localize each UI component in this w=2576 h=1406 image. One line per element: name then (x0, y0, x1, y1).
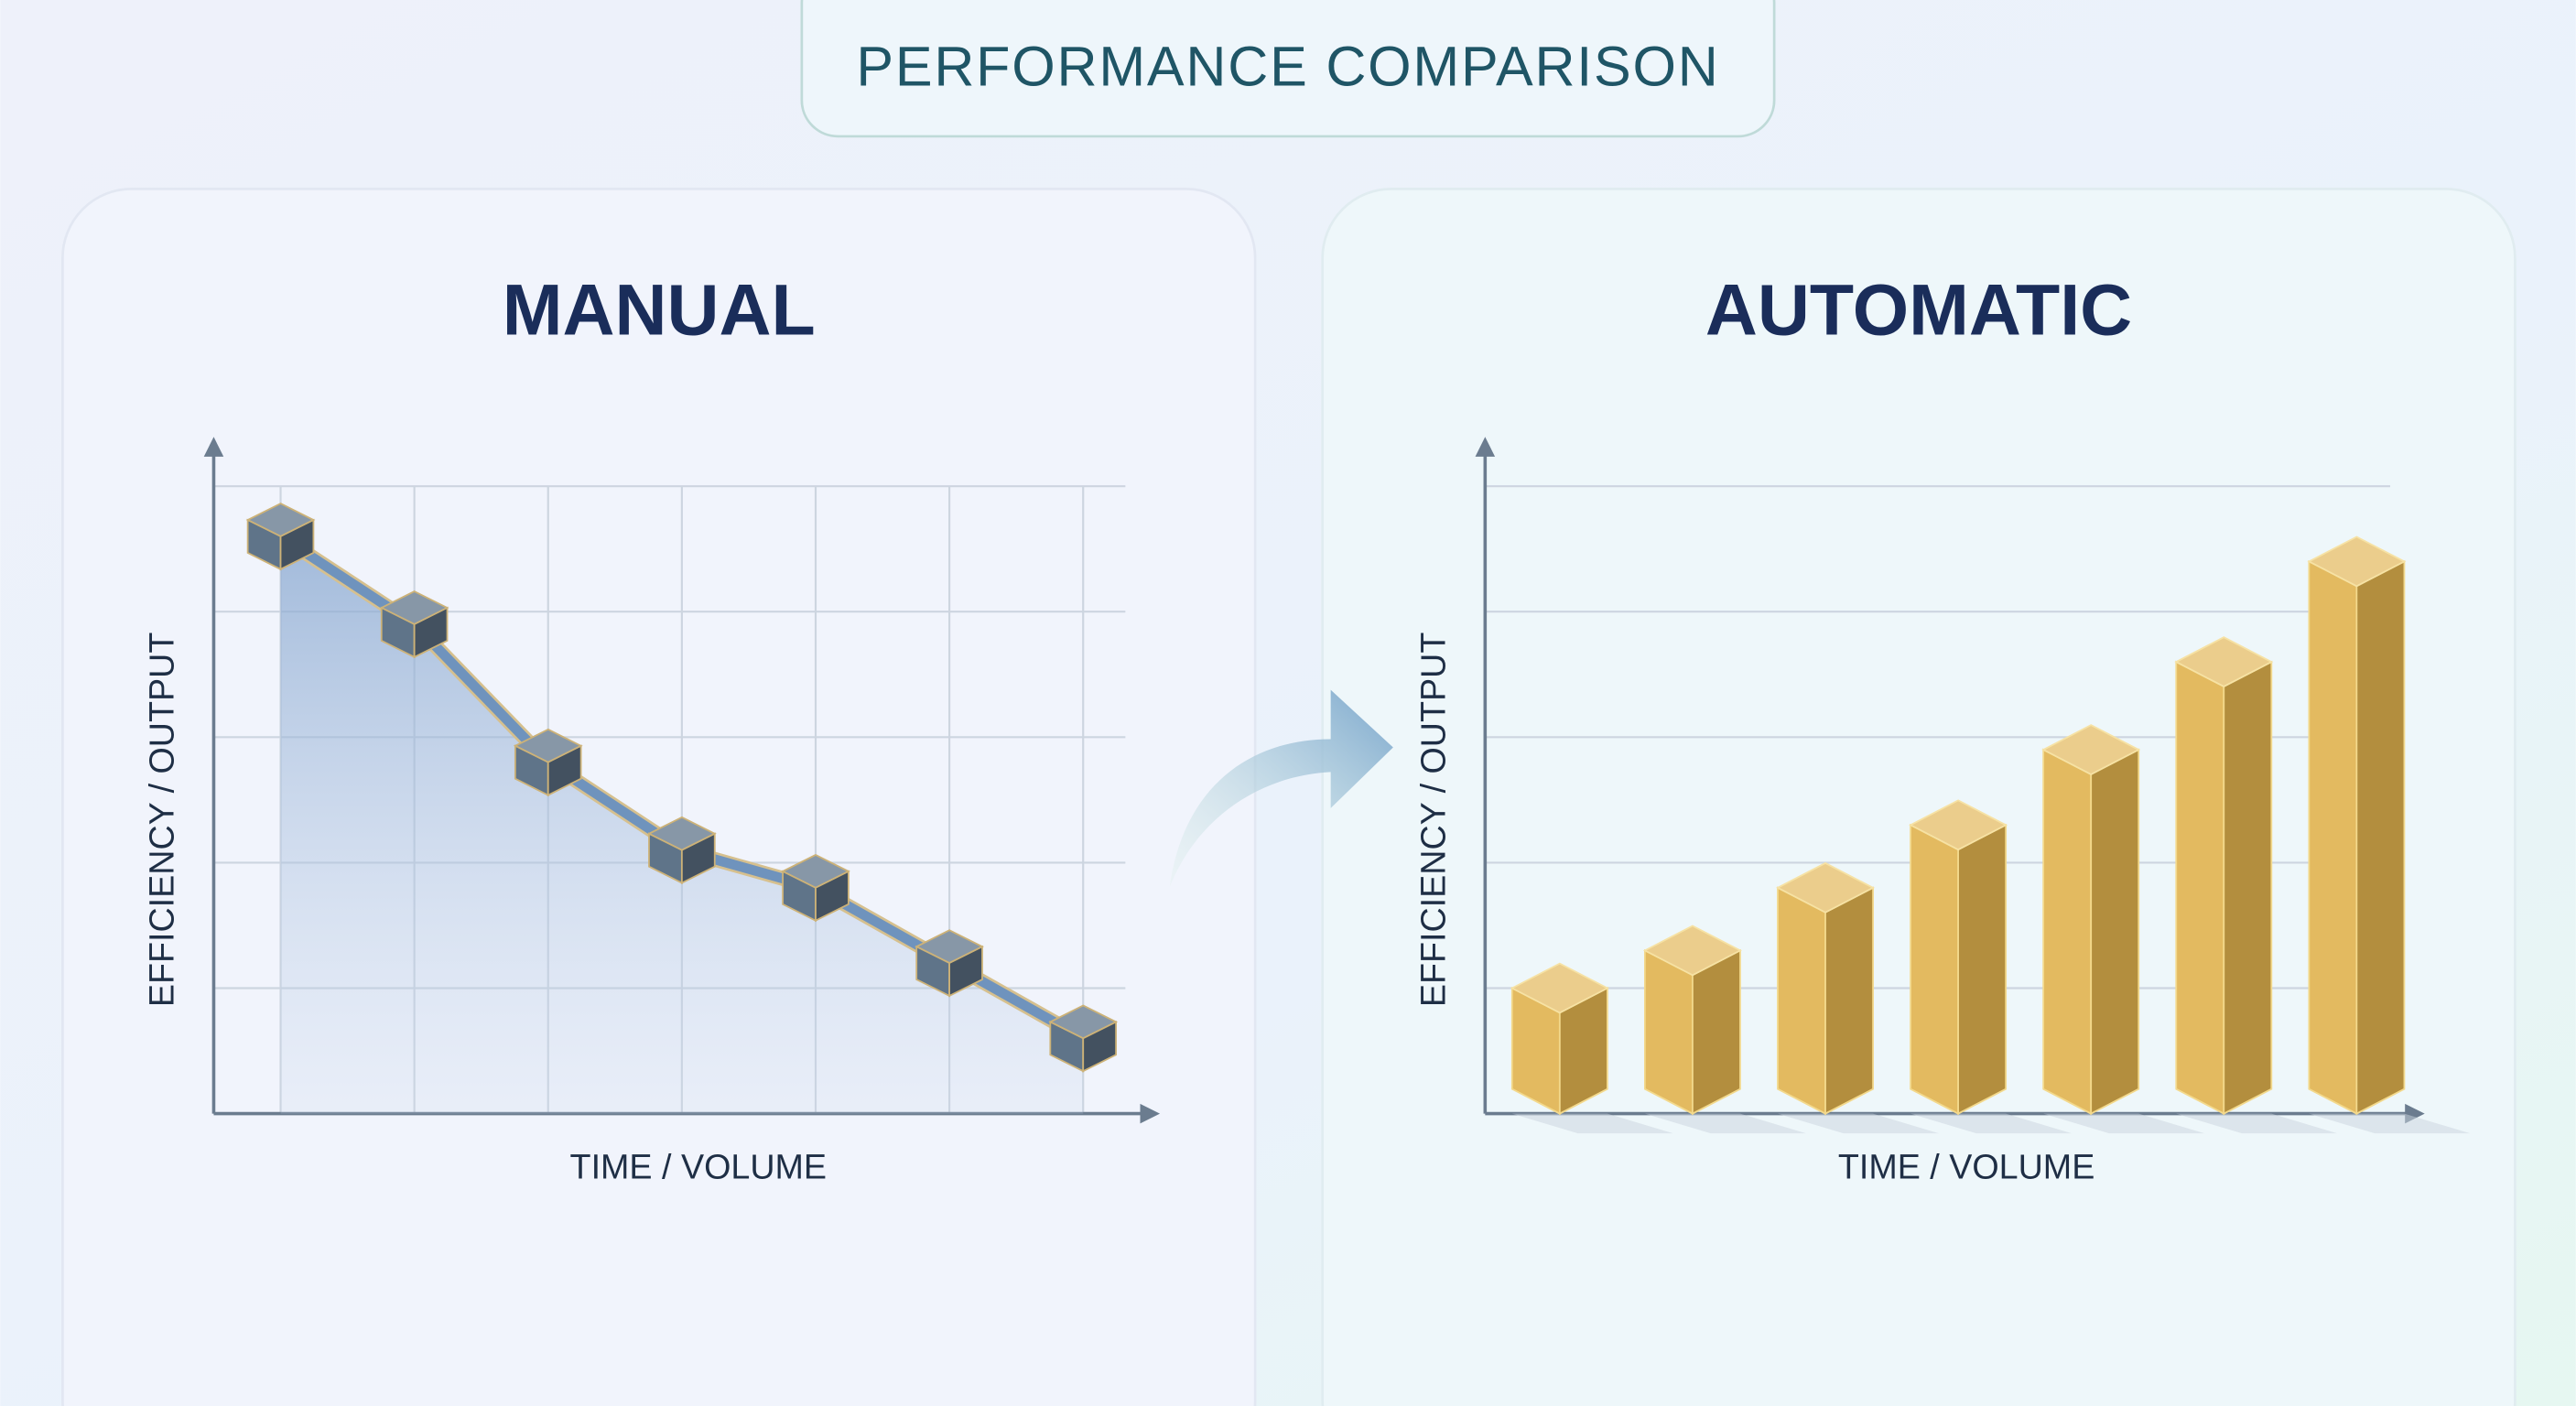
data-point (245, 503, 316, 571)
bar (1510, 962, 1673, 1134)
cube-right (279, 518, 315, 571)
bar-shadow (1644, 1113, 1806, 1134)
data-point (915, 929, 984, 998)
bar-side (1824, 886, 1874, 1116)
cube-right (948, 945, 983, 998)
bar-front (1910, 823, 1960, 1116)
line-area (280, 535, 1084, 1114)
chart-title: MANUAL (503, 269, 816, 350)
header-box (800, 0, 1776, 138)
cube-right (815, 870, 850, 923)
bar (2174, 636, 2338, 1134)
bar-top (2307, 535, 2407, 588)
chart-title: AUTOMATIC (1705, 269, 2132, 350)
cube-right (1082, 1020, 1117, 1073)
bar-side (1957, 823, 2008, 1116)
y-axis-label: EFFICIENCY / OUTPUT (1413, 633, 1452, 1008)
bar-shadow (1910, 1113, 2072, 1134)
bar-shadow (2176, 1113, 2338, 1134)
bar-top (1510, 962, 1609, 1014)
page-title: PERFORMANCE COMPARISON (856, 35, 1719, 97)
cube-right (680, 832, 716, 885)
bar-front (1643, 948, 1694, 1116)
bar-shadow (1777, 1113, 1939, 1134)
bar (2307, 535, 2471, 1134)
bar (2041, 724, 2205, 1134)
bar-top (1776, 861, 1876, 914)
data-point (513, 728, 583, 797)
transition-arrow (1169, 689, 1393, 887)
bar-shadow (2043, 1113, 2205, 1134)
panel (61, 188, 1257, 1406)
bar-front (2042, 748, 2093, 1116)
bar-shadow (2309, 1113, 2471, 1134)
bar-top (1909, 799, 2008, 851)
bar-side (2355, 559, 2406, 1116)
x-axis-label: TIME / VOLUME (1838, 1148, 2094, 1186)
x-axis-arrow (1140, 1103, 1161, 1124)
bar (1909, 799, 2072, 1134)
bar-front (2175, 660, 2225, 1116)
bar-top (2174, 636, 2274, 687)
bar-front (2308, 559, 2358, 1116)
cube-right (547, 744, 582, 797)
data-point (646, 816, 717, 885)
bar-top (1642, 925, 1742, 977)
bar (1642, 925, 1806, 1134)
x-axis-label: TIME / VOLUME (570, 1148, 827, 1186)
data-point (379, 590, 449, 659)
bar-top (2041, 724, 2141, 775)
y-axis-arrow (1475, 437, 1496, 457)
data-point (1048, 1004, 1119, 1073)
cube-right (413, 606, 449, 659)
bar-front (1777, 886, 1826, 1116)
bar-side (1692, 948, 1741, 1116)
bar-side (2223, 660, 2273, 1116)
data-point (781, 853, 850, 923)
bar-shadow (1511, 1113, 1673, 1134)
y-axis-label: EFFICIENCY / OUTPUT (143, 633, 181, 1008)
bar-side (2090, 748, 2140, 1116)
bar (1776, 861, 1939, 1134)
y-axis-arrow (203, 437, 224, 457)
